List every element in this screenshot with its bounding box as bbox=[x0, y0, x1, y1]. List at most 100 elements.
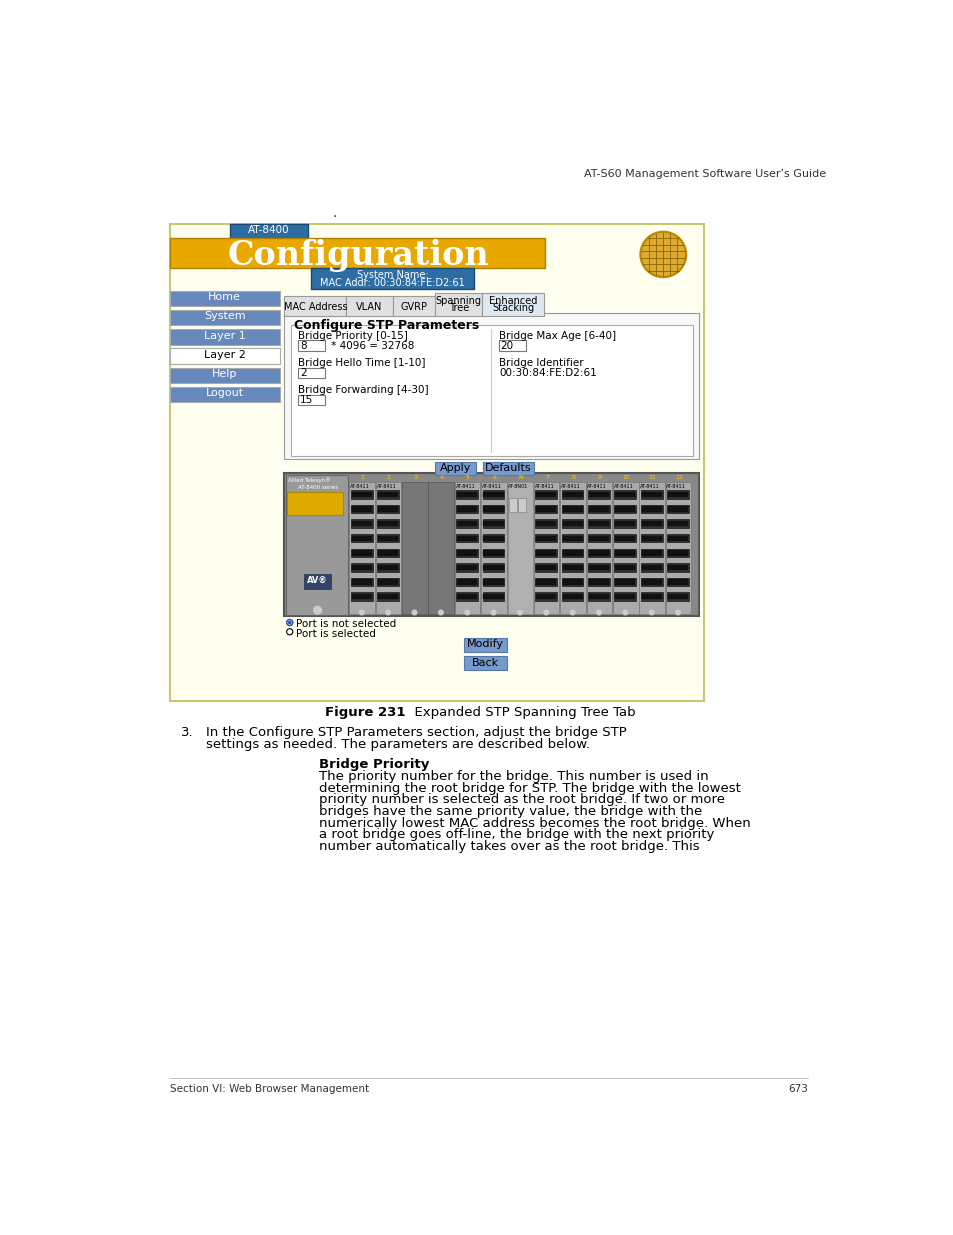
Bar bbox=[640, 548, 661, 557]
Bar bbox=[562, 564, 582, 571]
Circle shape bbox=[385, 610, 390, 615]
Bar bbox=[588, 492, 608, 496]
Bar bbox=[351, 593, 373, 601]
Text: Allied Telesyn®: Allied Telesyn® bbox=[288, 478, 331, 483]
Bar bbox=[614, 548, 636, 557]
Bar bbox=[640, 534, 661, 542]
Bar bbox=[615, 550, 635, 556]
Bar bbox=[667, 564, 687, 571]
Bar bbox=[641, 594, 661, 599]
Text: 5: 5 bbox=[466, 475, 470, 480]
Bar bbox=[456, 548, 477, 557]
Text: 8: 8 bbox=[299, 341, 306, 351]
Text: Bridge Priority [0-15]: Bridge Priority [0-15] bbox=[298, 331, 408, 341]
Bar bbox=[641, 536, 661, 541]
Bar bbox=[456, 536, 476, 541]
Bar bbox=[455, 483, 480, 614]
Bar bbox=[588, 579, 608, 585]
Bar bbox=[483, 492, 503, 496]
Bar bbox=[303, 574, 331, 589]
Text: AT-8411: AT-8411 bbox=[456, 484, 475, 489]
Bar bbox=[562, 550, 582, 556]
Text: AT-8411: AT-8411 bbox=[350, 484, 370, 489]
Bar bbox=[507, 483, 533, 614]
Bar bbox=[284, 296, 346, 316]
Bar bbox=[311, 268, 474, 289]
Bar bbox=[640, 563, 661, 572]
Bar bbox=[482, 520, 504, 527]
Bar bbox=[498, 340, 525, 351]
Bar bbox=[287, 492, 343, 515]
Bar bbox=[587, 490, 609, 499]
Bar bbox=[483, 536, 503, 541]
Bar bbox=[377, 578, 398, 587]
Text: 6: 6 bbox=[492, 475, 496, 480]
Bar bbox=[561, 490, 583, 499]
Text: 10: 10 bbox=[621, 475, 629, 480]
Text: 2: 2 bbox=[299, 368, 306, 378]
Bar bbox=[456, 579, 476, 585]
Bar bbox=[535, 505, 557, 514]
Bar bbox=[588, 521, 608, 526]
Text: 3: 3 bbox=[413, 475, 416, 480]
Text: 12: 12 bbox=[674, 475, 682, 480]
Bar bbox=[483, 579, 503, 585]
Bar bbox=[562, 594, 582, 599]
Text: 2: 2 bbox=[387, 475, 391, 480]
Bar bbox=[666, 578, 688, 587]
Bar bbox=[377, 490, 398, 499]
Text: 9: 9 bbox=[598, 475, 601, 480]
Circle shape bbox=[641, 233, 683, 275]
Text: AT-8400 series: AT-8400 series bbox=[297, 485, 337, 490]
Bar bbox=[351, 520, 373, 527]
Bar bbox=[351, 563, 373, 572]
Bar bbox=[351, 505, 373, 514]
Bar bbox=[377, 594, 397, 599]
Bar bbox=[352, 579, 372, 585]
Text: 1: 1 bbox=[360, 475, 364, 480]
Bar bbox=[587, 593, 609, 601]
Bar bbox=[377, 563, 398, 572]
Text: Section VI: Web Browser Management: Section VI: Web Browser Management bbox=[170, 1084, 369, 1094]
Text: The priority number for the bridge. This number is used in: The priority number for the bridge. This… bbox=[319, 771, 708, 783]
Bar bbox=[615, 594, 635, 599]
Bar bbox=[402, 483, 427, 614]
Circle shape bbox=[639, 231, 686, 278]
Bar bbox=[536, 579, 556, 585]
Text: AT-8400: AT-8400 bbox=[248, 225, 290, 235]
Bar bbox=[640, 578, 661, 587]
Bar bbox=[377, 492, 397, 496]
Bar bbox=[377, 593, 398, 601]
Text: Apply: Apply bbox=[439, 463, 471, 473]
Bar bbox=[641, 550, 661, 556]
Text: AT-8411: AT-8411 bbox=[639, 484, 659, 489]
Bar bbox=[456, 492, 476, 496]
Bar bbox=[482, 505, 504, 514]
Bar bbox=[615, 506, 635, 511]
Bar bbox=[464, 638, 506, 652]
Bar bbox=[377, 579, 397, 585]
Bar bbox=[428, 483, 454, 614]
Bar bbox=[562, 506, 582, 511]
Bar bbox=[482, 593, 504, 601]
Bar bbox=[667, 506, 687, 511]
Bar bbox=[588, 536, 608, 541]
Bar bbox=[377, 548, 398, 557]
Text: Home: Home bbox=[208, 293, 241, 303]
Text: 11: 11 bbox=[648, 475, 656, 480]
Bar bbox=[483, 521, 503, 526]
Bar bbox=[561, 520, 583, 527]
Bar bbox=[614, 578, 636, 587]
Bar bbox=[561, 534, 583, 542]
Bar bbox=[640, 520, 661, 527]
Bar bbox=[641, 579, 661, 585]
Bar bbox=[482, 534, 504, 542]
Bar bbox=[482, 578, 504, 587]
Bar bbox=[481, 293, 543, 316]
Bar bbox=[666, 520, 688, 527]
Circle shape bbox=[622, 610, 627, 615]
Text: System: System bbox=[204, 311, 245, 321]
Bar bbox=[640, 593, 661, 601]
Bar bbox=[535, 534, 557, 542]
Bar bbox=[230, 225, 307, 238]
